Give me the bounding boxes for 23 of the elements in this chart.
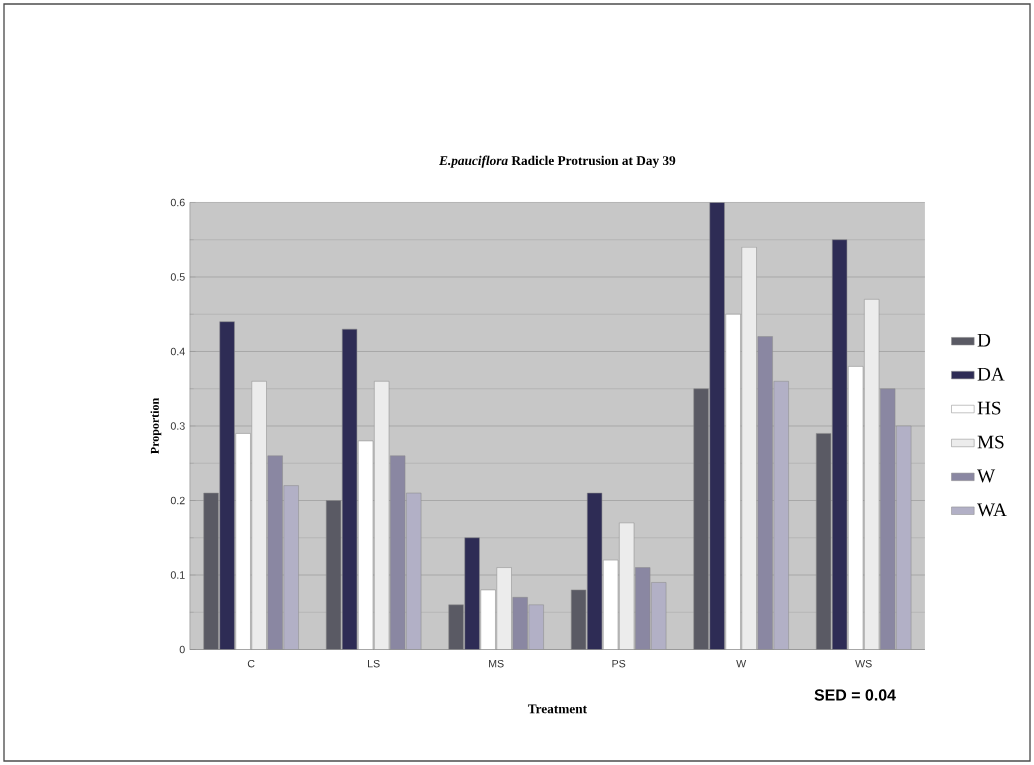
x-tick-label: PS bbox=[612, 659, 626, 668]
y-tick-label: 0.4 bbox=[170, 347, 185, 356]
x-tick-label: C bbox=[247, 659, 255, 668]
y-tick-label: 0.3 bbox=[170, 422, 185, 430]
y-axis-title: Proportion bbox=[150, 398, 162, 454]
legend-label: W bbox=[977, 469, 996, 483]
x-tick-label: WS bbox=[855, 659, 872, 668]
y-tick-label: 0.5 bbox=[170, 273, 185, 281]
x-tick-label: LS bbox=[368, 659, 380, 668]
y-tick-label: 0 bbox=[179, 645, 185, 654]
y-tick-label: 0.6 bbox=[170, 198, 185, 207]
x-axis-title: Treatment bbox=[527, 704, 587, 714]
legend-label: WA bbox=[977, 503, 1007, 517]
x-tick-label: MS bbox=[489, 659, 504, 668]
y-tick-label: 0.2 bbox=[170, 496, 185, 505]
y-tick-label: 0.1 bbox=[170, 571, 185, 579]
text: SED = 0.04 bbox=[814, 689, 896, 701]
legend-label: DA bbox=[977, 367, 1005, 381]
legend-label: D bbox=[977, 333, 991, 347]
legend-label: HS bbox=[977, 401, 1001, 415]
x-tick-label: W bbox=[736, 659, 747, 668]
legend-label: MS bbox=[977, 435, 1004, 449]
chart-title: E.pauciflora Radicle Protrusion at Day 39 bbox=[438, 155, 676, 168]
